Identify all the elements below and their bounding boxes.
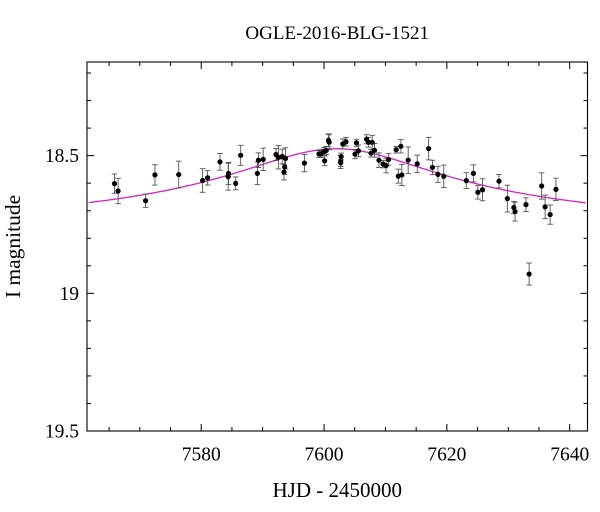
svg-text:7580: 7580 — [182, 445, 221, 466]
svg-text:HJD - 2450000: HJD - 2450000 — [273, 478, 403, 502]
svg-text:19.5: 19.5 — [45, 422, 79, 443]
svg-text:18.5: 18.5 — [45, 146, 79, 167]
svg-text:7640: 7640 — [550, 445, 589, 466]
svg-text:7620: 7620 — [427, 445, 466, 466]
svg-text:I magnitude: I magnitude — [1, 195, 25, 298]
svg-text:19: 19 — [60, 284, 80, 305]
svg-text:7600: 7600 — [305, 445, 344, 466]
svg-text:OGLE-2016-BLG-1521: OGLE-2016-BLG-1521 — [245, 23, 429, 44]
